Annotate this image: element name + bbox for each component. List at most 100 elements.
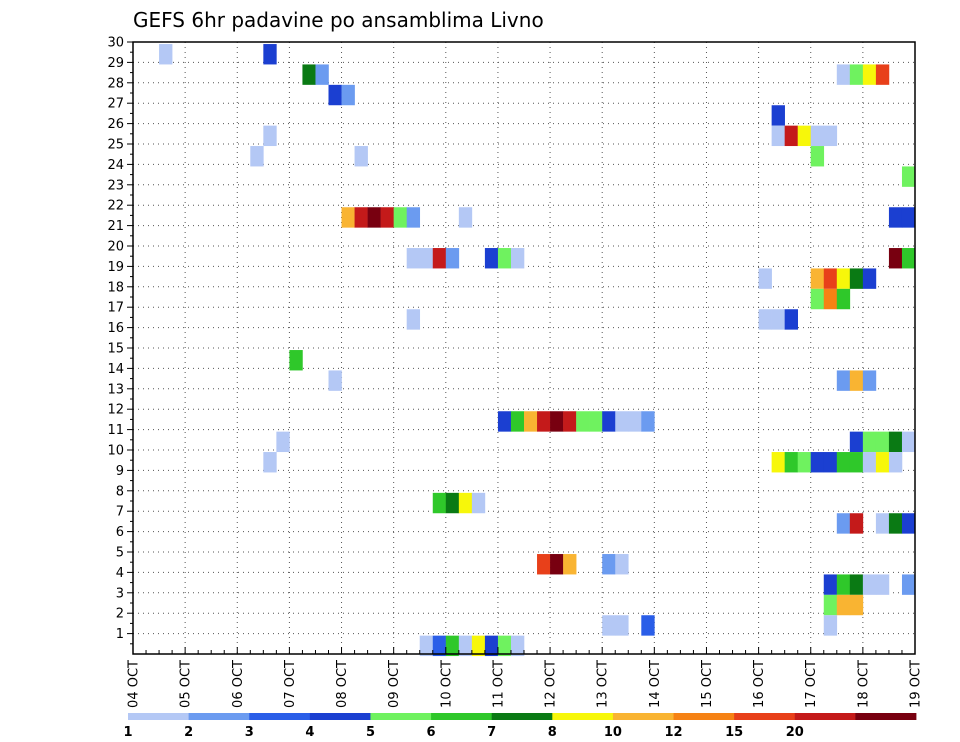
y-tick-label: 17 xyxy=(107,301,124,316)
precip-cell xyxy=(836,513,851,534)
legend-label: 12 xyxy=(664,725,682,740)
precip-cell xyxy=(328,370,342,391)
precip-cell xyxy=(432,492,447,514)
y-tick-label: 22 xyxy=(107,199,124,214)
precip-cell xyxy=(875,574,890,595)
precip-cell xyxy=(510,635,525,657)
y-tick-label: 30 xyxy=(107,36,124,51)
precip-cell xyxy=(250,146,264,167)
precip-cell xyxy=(563,411,577,432)
y-tick-label: 9 xyxy=(116,464,124,479)
precip-cell xyxy=(602,554,616,575)
precip-cell xyxy=(823,452,838,473)
legend-swatch xyxy=(855,713,917,720)
precip-cell xyxy=(458,635,473,657)
precip-cell xyxy=(849,574,864,595)
precip-cell xyxy=(510,248,525,269)
legend-label: 7 xyxy=(487,725,496,740)
cells-layer xyxy=(159,44,916,657)
precip-cell xyxy=(849,452,864,473)
y-tick-label: 16 xyxy=(107,321,124,336)
y-tick-label: 5 xyxy=(116,546,124,561)
x-tick-label: 06 OCT xyxy=(231,660,246,708)
precip-cell xyxy=(823,594,838,616)
precip-cell xyxy=(810,288,825,310)
precip-cell xyxy=(875,64,890,85)
precip-cell xyxy=(432,248,447,269)
precip-cell xyxy=(862,452,877,473)
y-tick-label: 8 xyxy=(116,484,124,499)
precip-cell xyxy=(888,248,903,269)
precip-cell xyxy=(602,411,616,432)
y-tick-label: 3 xyxy=(116,586,124,601)
y-tick-label: 29 xyxy=(107,56,124,71)
precip-cell xyxy=(810,146,825,167)
precip-cell xyxy=(784,125,798,147)
precip-cell xyxy=(406,207,421,228)
precip-cell xyxy=(888,513,903,534)
y-axis: 1234567891011121314151617181920212223242… xyxy=(107,36,133,645)
precip-cell xyxy=(901,574,916,595)
y-tick-label: 7 xyxy=(116,505,124,520)
y-tick-label: 25 xyxy=(107,138,124,153)
legend-swatch xyxy=(673,713,735,720)
y-tick-label: 1 xyxy=(116,627,124,642)
x-tick-label: 14 OCT xyxy=(648,660,663,708)
x-tick-label: 16 OCT xyxy=(752,660,767,708)
y-tick-label: 11 xyxy=(107,423,124,438)
legend-swatch xyxy=(794,713,856,720)
precip-cell xyxy=(823,288,838,310)
precip-cell xyxy=(484,635,499,657)
chart-title: GEFS 6hr padavine po ansamblima Livno xyxy=(133,8,544,32)
precip-cell xyxy=(784,309,798,330)
x-tick-label: 17 OCT xyxy=(804,660,819,708)
x-tick-label: 09 OCT xyxy=(387,660,402,708)
precip-cell xyxy=(341,207,355,228)
precip-cell xyxy=(615,411,629,432)
precip-cell xyxy=(836,452,851,473)
precip-cell xyxy=(419,635,434,657)
y-tick-label: 14 xyxy=(107,362,124,377)
precip-cell xyxy=(797,125,812,147)
precip-cell xyxy=(641,615,655,636)
legend-swatch xyxy=(491,713,553,720)
y-tick-label: 21 xyxy=(107,219,124,234)
y-tick-label: 27 xyxy=(107,97,124,112)
legend-swatch xyxy=(128,713,190,720)
precip-cell xyxy=(901,248,916,269)
precip-cell xyxy=(471,635,486,657)
precip-cell xyxy=(432,635,447,657)
precip-cell xyxy=(445,635,460,657)
color-legend: 1 2 3 4 5 6 7 8 10 12 15 20 xyxy=(123,713,917,740)
precip-cell xyxy=(823,268,838,289)
precip-cell xyxy=(862,64,877,85)
y-tick-label: 2 xyxy=(116,607,124,622)
legend-label: 10 xyxy=(604,725,622,740)
precip-cell xyxy=(628,411,642,432)
x-axis: 04 OCT 05 OCT 06 OCT 07 OCT 08 OCT 09 OCT 10 O… xyxy=(127,647,924,708)
x-tick-label: 07 OCT xyxy=(283,660,298,708)
legend-label: 15 xyxy=(725,725,743,740)
precip-cell xyxy=(497,635,512,657)
x-tick-label: 04 OCT xyxy=(127,660,142,708)
precip-cell xyxy=(836,268,851,289)
precip-cell xyxy=(380,207,394,228)
precip-cell xyxy=(862,370,877,391)
precip-cell xyxy=(393,207,407,228)
x-tick-label: 05 OCT xyxy=(179,660,194,708)
precip-cell xyxy=(602,615,616,636)
legend-label: 4 xyxy=(305,725,314,740)
precip-cell xyxy=(862,431,877,453)
y-tick-label: 20 xyxy=(107,240,124,255)
precip-cell xyxy=(576,411,590,432)
precip-cell xyxy=(875,431,890,453)
precip-cell xyxy=(758,309,772,330)
precip-cell xyxy=(849,594,864,616)
precip-cell xyxy=(589,411,603,432)
y-tick-label: 23 xyxy=(107,178,124,193)
precip-cell xyxy=(419,248,434,269)
precip-cell xyxy=(354,146,368,167)
precip-cell xyxy=(823,125,838,147)
x-tick-label: 13 OCT xyxy=(596,660,611,708)
